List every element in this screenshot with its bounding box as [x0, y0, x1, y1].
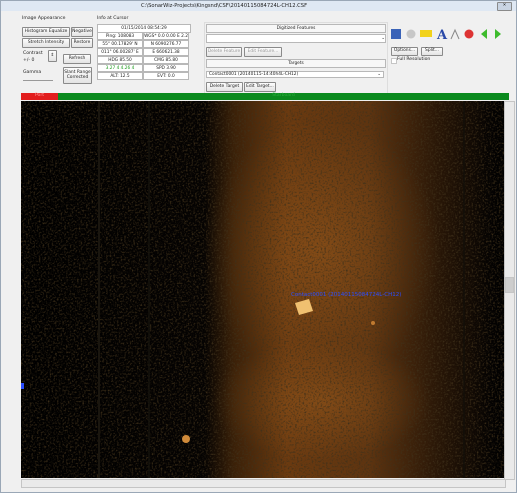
delete-target-button[interactable]: Delete Target [206, 82, 243, 92]
full-resolution-label: Full Resolution [397, 58, 430, 63]
close-button[interactable]: ✕ [497, 2, 512, 11]
sonar-texture [21, 101, 504, 478]
info-cell: E 660621.38 [143, 48, 189, 56]
app-window: C:\SonarWiz-Projects\Kingsnd\CSF\2014011… [0, 0, 517, 493]
dropdown-arrow: ⌄ [377, 72, 381, 77]
target-label: Contact0001 (20140115084724L-CH12) [291, 292, 401, 298]
slant-range-button[interactable]: Slant Range Corrected [63, 67, 92, 84]
edit-feature-button[interactable]: Edit Feature... [244, 47, 282, 57]
sonar-image: Contact0001 (20140115084724L-CH12) [21, 101, 504, 478]
info-cell: EVT: 0.0 [143, 72, 189, 80]
info-cell: CMG 85.80 [143, 56, 189, 64]
contrast-spinner[interactable]: ⇕ [48, 50, 57, 62]
delete-feature-button[interactable]: Delete Feature [206, 47, 242, 57]
split-button[interactable]: Split... [421, 47, 443, 56]
stretch-intensity-button[interactable]: Stretch Intensity [22, 38, 70, 48]
targets-heading: Targets [206, 59, 386, 68]
info-cell: SPD 3.90 [143, 64, 189, 72]
gamma-slider[interactable] [23, 80, 53, 81]
info-heading: Info at Cursor [97, 17, 128, 22]
negative-button[interactable]: Negative [71, 27, 93, 37]
targets-dropdown[interactable]: Contact0001 (20140115-14:40h4L-CH12) ⌄ [206, 71, 384, 78]
features-heading: Digitized Features [206, 24, 386, 33]
forward-icon[interactable] [495, 29, 501, 39]
restore-button[interactable]: Restore [71, 38, 93, 48]
target-icon[interactable] [465, 30, 474, 39]
edit-target-button[interactable]: Edit Target... [244, 82, 276, 92]
scroll-thumb[interactable] [505, 277, 514, 293]
cursor-marker [21, 383, 24, 389]
refresh-button[interactable]: Refresh [63, 54, 91, 64]
save-icon[interactable] [391, 29, 401, 39]
bright-spot [371, 321, 375, 325]
back-icon[interactable] [481, 29, 487, 39]
info-cell: HDG 85.50 [97, 56, 143, 64]
text-icon[interactable]: A [436, 28, 448, 43]
info-cell: WGS* 0.0 0.00 E 2.2 [143, 32, 189, 40]
horizontal-scrollbar[interactable] [21, 479, 506, 488]
window-title: C:\SonarWiz-Projects\Kingsnd\CSF\2014011… [141, 4, 307, 9]
bright-spot [182, 435, 190, 443]
contrast-value: +/- 0 [23, 59, 34, 64]
contrast-label: Contrast [23, 52, 43, 57]
info-cell: 3.27 4 4.26 4 [97, 64, 143, 72]
starboard-bar: Starboard [58, 93, 509, 100]
image-appearance-heading: Image Appearance [22, 17, 65, 22]
info-cell: Ping: 108083 [97, 32, 143, 40]
info-cell: 55° 00.17829' N [97, 40, 143, 48]
measure-icon[interactable] [451, 30, 459, 39]
histogram-equalize-button[interactable]: Histogram Equalize [22, 27, 70, 37]
targets-selected: Contact0001 (20140115-14:40h4L-CH12) [209, 72, 298, 77]
info-cell: 011° 06.00287' E [97, 48, 143, 56]
view-icon[interactable] [407, 30, 416, 39]
label-icon[interactable] [420, 30, 432, 37]
features-dropdown[interactable]: ⌄ [206, 34, 386, 43]
port-bar: Port [21, 93, 58, 100]
options-button[interactable]: Options... [391, 47, 418, 56]
info-cell: N 6090276.77 [143, 40, 189, 48]
toolbar: A [389, 27, 509, 43]
gamma-label: Gamma [23, 71, 41, 76]
info-cell: ALT: 12.5 [97, 72, 143, 80]
